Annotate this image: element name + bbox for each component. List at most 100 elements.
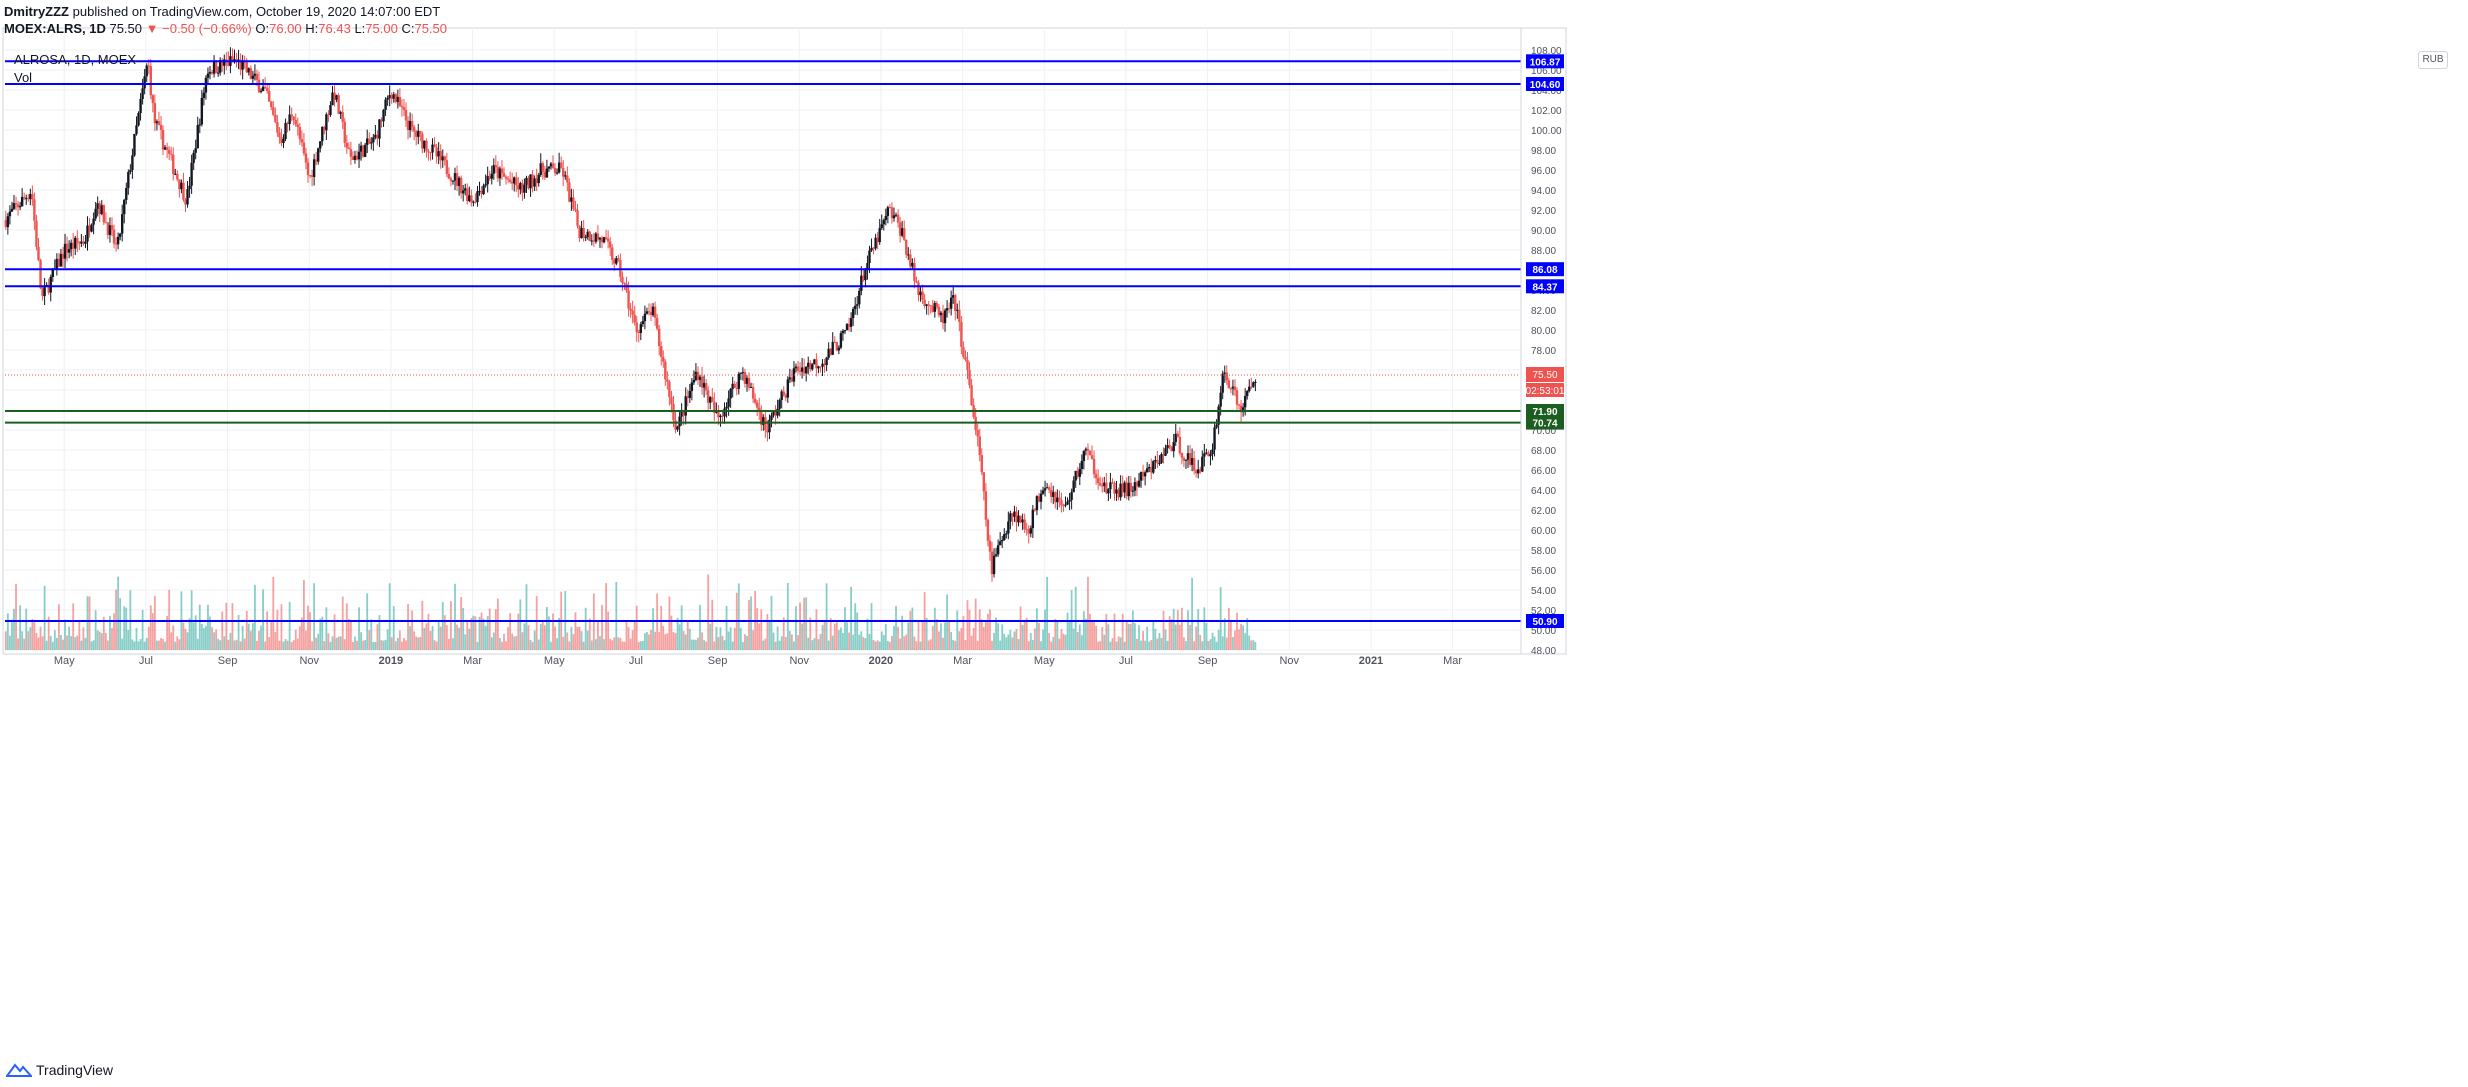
volume-bar — [552, 613, 554, 650]
volume-bar — [570, 626, 573, 650]
volume-bar — [264, 641, 267, 650]
chart-legend: ALROSA, 1D, MOEX Vol — [14, 52, 136, 85]
legend-title[interactable]: ALROSA, 1D, MOEX — [14, 52, 137, 67]
candle-body — [611, 247, 614, 260]
horizontal-levels[interactable] — [5, 60, 1521, 622]
volume-bar — [507, 627, 509, 650]
candle-body — [370, 142, 373, 144]
volume-bar — [913, 636, 916, 650]
volume-bar — [995, 617, 997, 650]
volume-bar — [160, 638, 162, 650]
x-tick-label: 2021 — [1359, 655, 1383, 667]
volume-bar — [513, 636, 516, 650]
candle-body — [500, 168, 504, 174]
volume-bar — [1095, 625, 1098, 650]
volume-bar — [131, 639, 134, 650]
candle-body — [380, 119, 383, 122]
volume-bar — [223, 636, 226, 650]
candle-body — [129, 170, 132, 173]
volume-bar — [891, 635, 893, 650]
volume-bar — [327, 633, 330, 650]
level-badge — [1526, 54, 1564, 69]
volume-bar — [919, 641, 922, 650]
candle-body — [337, 95, 340, 114]
legend-volume[interactable]: Vol — [14, 70, 33, 85]
volume-bar — [797, 635, 799, 650]
candle-body — [723, 408, 726, 417]
candle-body — [39, 260, 42, 289]
y-tick-label: 92.00 — [1531, 206, 1556, 217]
candle-body — [357, 151, 361, 160]
volume-bar — [509, 613, 512, 650]
candle-body — [572, 197, 575, 209]
volume-bar — [441, 601, 444, 650]
volume-bar — [403, 638, 405, 650]
candle-body — [27, 198, 30, 200]
candle-body — [4, 220, 8, 228]
candle-body — [351, 156, 355, 160]
candle-body — [788, 377, 792, 380]
candle-body — [427, 151, 430, 153]
candle-body — [1111, 482, 1114, 484]
volume-bar — [613, 637, 616, 650]
volume-bar — [49, 635, 52, 650]
candle-body — [478, 190, 481, 192]
candle-body — [353, 155, 357, 160]
volume-bar — [76, 635, 79, 650]
volume-bar — [833, 623, 836, 650]
candle-body — [690, 382, 694, 392]
volume-bar — [1109, 641, 1112, 650]
volume-bar — [717, 637, 720, 650]
volume-bar — [697, 637, 699, 650]
volume-bar — [584, 607, 587, 650]
volume-bar — [286, 640, 289, 650]
volume-bar — [470, 618, 473, 650]
candle-body — [845, 323, 849, 331]
candle-body — [576, 210, 579, 226]
volume-bar — [435, 641, 438, 650]
candle-body — [1223, 372, 1226, 374]
candle-body — [1174, 433, 1177, 443]
y-tick-label: 70.00 — [1531, 426, 1556, 437]
volume-bar — [786, 583, 789, 650]
candle-body — [653, 306, 657, 318]
candle-body — [161, 129, 165, 150]
candle-body — [931, 305, 934, 312]
candle-body — [406, 120, 410, 131]
candle-body — [120, 214, 124, 234]
candle-body — [502, 173, 506, 177]
currency-button[interactable]: RUB — [2418, 51, 2448, 69]
candle-body — [598, 237, 602, 240]
candle-body — [22, 196, 26, 199]
candle-body — [31, 194, 34, 200]
candle-body — [1074, 470, 1077, 481]
volume-bar — [946, 594, 948, 650]
volume-bar — [776, 626, 779, 650]
volume-bar — [290, 641, 293, 650]
tradingview-footer[interactable]: TradingView — [6, 1062, 113, 1078]
volume-bar — [733, 627, 736, 650]
candle-body — [925, 304, 928, 306]
volume-bar — [413, 631, 416, 650]
volume-bar — [1119, 637, 1122, 650]
candle-body — [190, 162, 193, 186]
candle-body — [102, 205, 106, 223]
level-badge — [1526, 279, 1564, 294]
candle-body — [345, 142, 348, 148]
volume-bar — [386, 629, 389, 650]
volume-bar — [680, 605, 683, 650]
candle-body — [841, 330, 845, 334]
candle-body — [35, 220, 38, 247]
volume-bar — [472, 615, 475, 650]
candle-body — [206, 73, 210, 78]
candle-body — [1007, 521, 1010, 534]
volume-bar — [478, 616, 481, 650]
open-label: O: — [255, 21, 270, 36]
volume-bar — [778, 640, 781, 650]
candle-body — [851, 308, 855, 319]
volume-bar — [978, 609, 981, 650]
author[interactable]: DmitryZZZ — [4, 4, 69, 19]
volume-bar — [1031, 640, 1034, 650]
candle-body — [692, 380, 696, 383]
